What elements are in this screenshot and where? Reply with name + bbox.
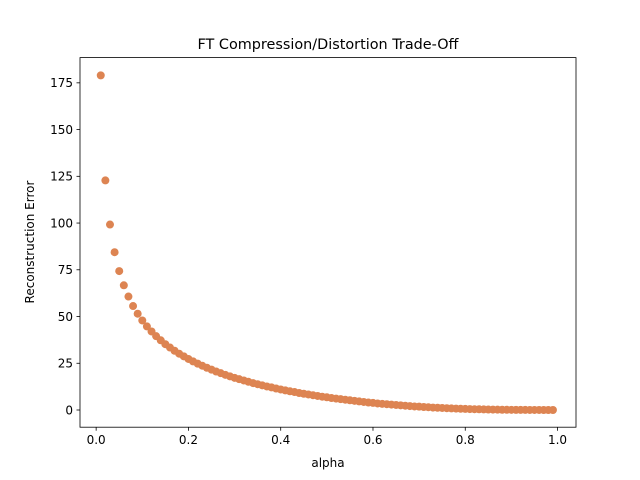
x-tick-label: 1.0 — [548, 433, 567, 447]
plot-frame — [79, 57, 577, 428]
data-point — [105, 220, 114, 229]
chart-title: FT Compression/Distortion Trade-Off — [198, 37, 460, 53]
x-tick-label: 0.4 — [271, 433, 290, 447]
y-axis-label: Reconstruction Error — [23, 181, 37, 304]
data-point — [119, 281, 128, 290]
y-tick-label: 150 — [50, 123, 73, 137]
data-point — [110, 248, 119, 257]
x-tick-label: 0.8 — [456, 433, 475, 447]
data-point — [96, 71, 105, 80]
y-tick-label: 175 — [50, 76, 73, 90]
y-tick-label: 25 — [58, 357, 73, 371]
y-tick-label: 0 — [65, 403, 73, 417]
data-point — [129, 302, 138, 311]
data-point — [142, 322, 151, 331]
y-axis-ticks: 0 25 50 75 100 125 150 175 — [50, 76, 80, 417]
y-tick-label: 125 — [50, 170, 73, 184]
y-tick-label: 50 — [58, 310, 73, 324]
data-point — [124, 292, 133, 301]
x-tick-label: 0.2 — [179, 433, 198, 447]
data-point — [101, 176, 110, 185]
x-tick-label: 0.6 — [363, 433, 382, 447]
data-points — [96, 71, 557, 414]
data-point — [115, 267, 124, 276]
x-axis-label: alpha — [311, 456, 344, 470]
x-axis-ticks: 0.0 0.2 0.4 0.6 0.8 1.0 — [87, 427, 567, 447]
data-point — [133, 309, 142, 318]
data-point — [548, 406, 557, 414]
y-tick-label: 100 — [50, 216, 73, 230]
data-point — [138, 316, 147, 325]
x-tick-label: 0.0 — [87, 433, 106, 447]
y-tick-label: 75 — [58, 263, 73, 277]
